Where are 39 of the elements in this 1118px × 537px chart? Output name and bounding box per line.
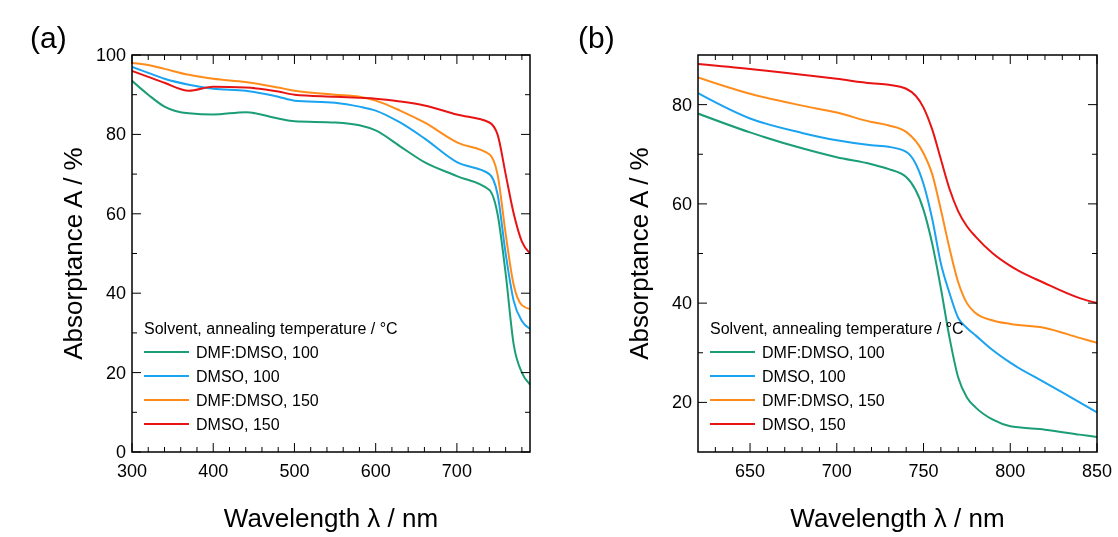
legend-title: Solvent, annealing temperature / °C <box>144 320 398 337</box>
x-tick-label: 850 <box>1081 461 1113 481</box>
legend-label: DMSO, 100 <box>762 368 846 385</box>
y-axis-title: Absorptance A / % <box>58 147 88 360</box>
chart-title: (b) <box>578 21 615 54</box>
y-tick-label: 40 <box>105 283 126 304</box>
x-tick-label: 750 <box>908 461 939 481</box>
line-series <box>132 79 530 386</box>
legend-label: DMSO, 150 <box>762 416 846 433</box>
x-tick-label: 700 <box>441 461 472 481</box>
line-series <box>698 76 1097 344</box>
y-tick-label: 60 <box>671 193 692 214</box>
y-tick-label: 20 <box>105 362 126 383</box>
x-tick-label: 700 <box>821 461 852 481</box>
line-series <box>698 62 1097 305</box>
legend-label: DMF:DMSO, 100 <box>762 344 885 361</box>
x-tick-label: 400 <box>198 461 229 481</box>
y-tick-label: 100 <box>95 45 126 65</box>
y-tick-label: 80 <box>105 124 126 145</box>
y-tick-label: 0 <box>115 442 126 462</box>
legend-label: DMSO, 150 <box>196 416 280 433</box>
x-axis-title: Wavelength λ / nm <box>223 503 439 533</box>
legend-label: DMSO, 100 <box>196 368 280 385</box>
chart-title: (a) <box>30 21 67 54</box>
legend-label: DMF:DMSO, 100 <box>196 344 319 361</box>
line-series <box>132 69 530 255</box>
legend-label: DMF:DMSO, 150 <box>196 392 319 409</box>
x-tick-label: 300 <box>116 461 148 481</box>
y-tick-label: 20 <box>671 392 692 413</box>
y-tick-label: 80 <box>671 94 692 115</box>
x-tick-label: 800 <box>995 461 1026 481</box>
x-tick-label: 650 <box>735 461 766 481</box>
y-tick-label: 40 <box>671 293 692 314</box>
legend-label: DMF:DMSO, 150 <box>762 392 885 409</box>
x-tick-label: 600 <box>360 461 391 481</box>
y-tick-label: 60 <box>105 203 126 224</box>
x-axis-title: Wavelength λ / nm <box>790 503 1005 533</box>
y-axis-title: Absorptance A / % <box>624 147 654 360</box>
x-tick-label: 500 <box>279 461 310 481</box>
